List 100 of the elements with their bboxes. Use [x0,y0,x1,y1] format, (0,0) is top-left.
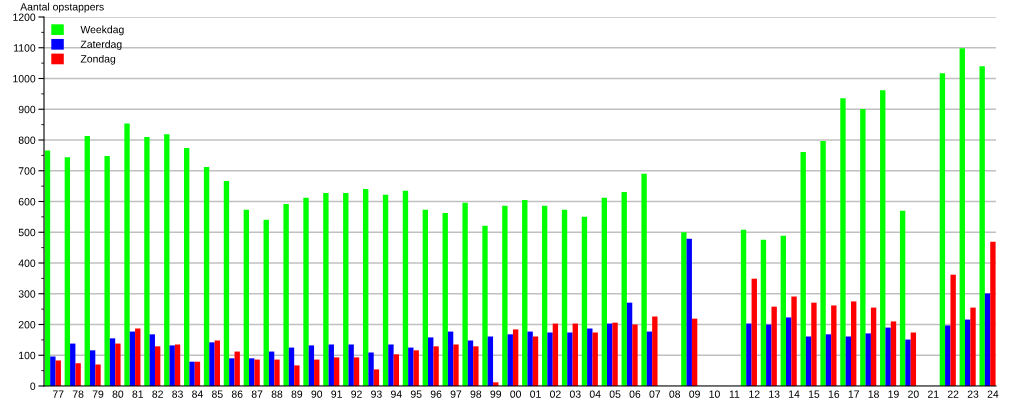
x-tick-label: 00 [510,390,522,398]
bar [939,73,946,386]
y-tick-label: 1000 [13,75,36,83]
bar [348,344,354,386]
x-tick-label: 23 [967,390,979,398]
x-tick-label: 05 [609,390,621,398]
x-tick-label: 08 [669,390,681,398]
x-tick-label: 98 [470,390,482,398]
bar [189,361,195,386]
bar [473,346,479,386]
bar [512,329,519,386]
y-tick-label: 800 [18,136,36,144]
bar [184,147,190,386]
bar [303,197,309,386]
bar [64,157,71,386]
bar [55,360,61,386]
bar [229,358,235,386]
bar [552,323,559,386]
bar [547,332,553,386]
x-tick-label: 87 [251,390,263,398]
x-tick-label: 24 [987,390,999,398]
bar [905,339,911,386]
y-tick-label: 900 [18,105,36,114]
bar [820,140,826,386]
bar [408,347,414,386]
bar [169,345,175,386]
bar [950,274,956,386]
bar [373,369,380,386]
y-tick-label: 100 [19,351,36,360]
bar [149,334,155,386]
x-tick-label: 17 [848,390,859,398]
bar [910,332,917,386]
bar [447,331,454,386]
bar [274,359,280,386]
y-tick-label: 300 [18,290,36,298]
x-tick-label: 79 [92,390,104,398]
bar [785,317,792,386]
bar [865,333,871,386]
bar [154,346,161,386]
bar [646,331,653,386]
x-tick-label: 92 [351,390,362,398]
bar [641,173,647,386]
y-tick-label: 200 [18,321,36,329]
x-tick-label: 96 [430,390,442,398]
bar [453,344,459,386]
bar [964,319,971,386]
x-tick-label: 81 [132,390,144,398]
bar [880,90,886,386]
bar [263,219,269,386]
bar [800,151,806,386]
bar [393,354,399,386]
x-tick-label: 95 [410,390,422,398]
y-tick-label: 500 [18,228,36,237]
bar [840,98,846,386]
x-tick-label: 20 [908,390,919,398]
bar [214,340,220,386]
bar [990,241,996,386]
bar [581,216,588,386]
bar [283,203,289,386]
bar [413,350,419,386]
bar [870,307,877,386]
bar [979,66,985,386]
y-tick-label: 700 [18,167,36,175]
bar [129,331,136,386]
bar [686,238,692,386]
bar [482,225,488,386]
bar [254,359,260,386]
bar [124,123,130,386]
x-tick-label: 93 [371,390,382,398]
bar [343,192,349,386]
bar [760,239,767,386]
bar [362,188,369,386]
bar [626,302,633,386]
bar [572,323,578,386]
x-tick-label: 89 [291,390,303,398]
bar [104,155,110,386]
y-tick-label: 1200 [13,13,36,21]
bar [328,344,334,386]
bar [561,209,568,386]
bar [115,343,121,386]
bar [780,235,786,386]
x-tick-label: 91 [331,390,342,398]
x-tick-label: 82 [152,390,163,398]
bar [174,344,181,386]
bar [632,324,638,386]
x-tick-label: 12 [749,390,760,398]
bar [368,352,374,386]
bar [532,336,539,386]
x-tick-label: 14 [789,390,800,398]
x-tick-label: 11 [729,390,740,398]
bar [805,336,812,386]
bar [144,136,150,386]
bar [467,340,474,386]
y-axis-title: Aantal opstappers [20,2,104,13]
x-tick-label: 02 [550,390,561,398]
bar [592,332,598,386]
bar [422,209,429,386]
x-tick-label: 94 [391,390,402,398]
bar [50,356,56,386]
bar [945,325,951,386]
